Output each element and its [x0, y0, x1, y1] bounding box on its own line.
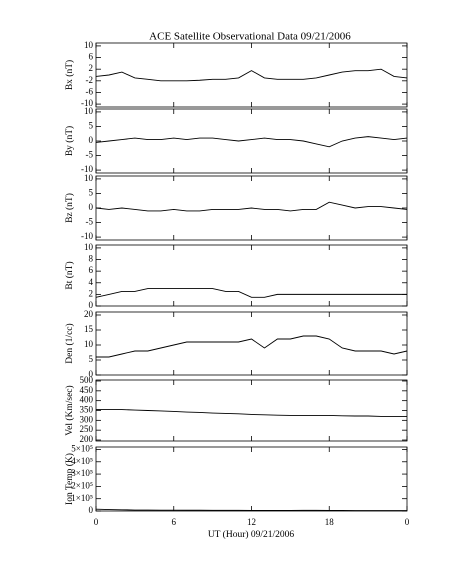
y-tick-label: 500 [80, 375, 94, 385]
data-line [96, 335, 408, 358]
figure-title: ACE Satellite Observational Data 09/21/2… [149, 31, 351, 43]
y-tick-label: 6 [89, 52, 94, 62]
data-line [95, 68, 408, 82]
y-tick-label: 1×10⁵ [71, 493, 93, 503]
y-tick-label: 3×10⁵ [71, 468, 93, 478]
y-tick-label: 250 [80, 424, 94, 434]
y-tick-label: 0 [89, 300, 94, 310]
y-tick-label: 6 [89, 265, 94, 275]
y-tick-label: 20 [84, 309, 94, 319]
x-axis-label: UT (Hour) 09/21/2006 [208, 529, 295, 540]
data-line [95, 288, 407, 298]
y-tick-label: 4×10⁵ [71, 456, 93, 466]
y-tick-label: 10 [84, 173, 94, 183]
y-tick-label: 0 [89, 505, 94, 515]
y-axis-label: By (nT) [64, 126, 75, 156]
x-tick-label: 0 [405, 517, 410, 527]
x-tick-label: 6 [172, 517, 177, 527]
y-tick-label: -6 [86, 87, 94, 97]
x-tick-label: 18 [325, 517, 335, 527]
data-line [95, 508, 407, 512]
y-axis-label: Bx (nT) [64, 60, 75, 90]
y-tick-label: -10 [81, 98, 93, 108]
data-line [96, 409, 407, 417]
x-tick-label: 0 [94, 517, 99, 527]
y-tick-label: 400 [80, 395, 94, 405]
y-tick-label: 15 [84, 324, 94, 334]
y-tick-label: 0 [89, 135, 94, 145]
y-tick-label: 300 [80, 414, 94, 424]
y-tick-label: -2 [86, 75, 94, 85]
y-axis-label: Den (1/cc) [64, 323, 75, 363]
y-axis-label: Bz (nT) [64, 193, 75, 223]
y-tick-label: 4 [89, 277, 94, 287]
y-tick-label: 8 [89, 254, 94, 264]
y-tick-label: 0 [89, 369, 94, 379]
y-tick-label: 350 [80, 405, 94, 415]
y-tick-label: 5 [89, 188, 94, 198]
y-tick-label: 2×10⁵ [71, 480, 93, 490]
y-tick-label: 2 [89, 63, 94, 73]
y-tick-label: -5 [86, 150, 94, 160]
y-axis-label: Ion Temp (K) [64, 453, 75, 505]
y-axis-label: Bt (nT) [64, 261, 75, 289]
y-tick-label: 10 [84, 40, 94, 50]
y-tick-label: -10 [81, 164, 93, 174]
y-tick-label: 450 [80, 385, 94, 395]
y-tick-label: -5 [86, 217, 94, 227]
y-tick-label: 10 [84, 339, 94, 349]
y-tick-label: -10 [81, 231, 93, 241]
y-tick-label: 200 [80, 434, 94, 444]
y-tick-label: 5 [89, 354, 94, 364]
y-tick-label: 0 [89, 202, 94, 212]
y-tick-label: 5×10⁵ [71, 444, 93, 454]
y-axis-label: Vel (Km/sec) [64, 385, 75, 435]
data-line [95, 201, 408, 212]
x-tick-label: 12 [247, 517, 256, 527]
data-line [95, 136, 408, 148]
y-tick-label: 5 [89, 121, 94, 131]
y-tick-label: 10 [84, 242, 94, 252]
y-tick-label: 10 [84, 106, 94, 116]
y-tick-label: 2 [89, 288, 94, 298]
